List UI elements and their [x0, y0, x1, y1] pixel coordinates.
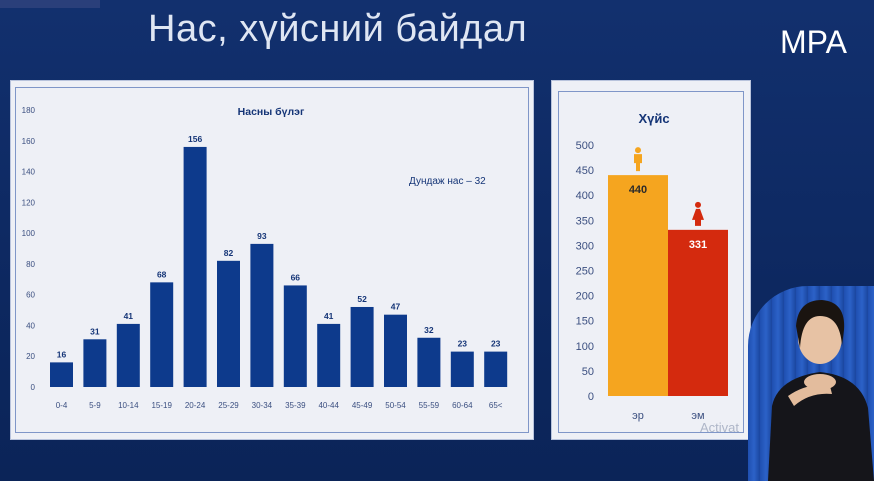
- age-bar-value-label: 32: [424, 325, 434, 335]
- video-top-strip: [0, 0, 100, 8]
- age-x-tick-label: 5-9: [89, 401, 101, 410]
- age-bar-0-4: [50, 362, 73, 387]
- age-x-tick-label: 0-4: [56, 401, 68, 410]
- sex-y-tick-label: 400: [576, 190, 594, 202]
- age-x-tick-label: 30-34: [252, 401, 273, 410]
- sex-chart-panel: Хүйс 0 50 100 150 200 250 300 350 400 450 500 440 эр 3…: [551, 80, 751, 440]
- age-bar-65<: [484, 351, 508, 387]
- age-bar-55-59: [417, 337, 441, 387]
- sex-chart: Хүйс 0 50 100 150 200 250 300 350 400 450 500 440 эр 3…: [576, 111, 728, 422]
- sex-x-tick-label: эр: [632, 410, 644, 422]
- average-age-annotation: Дундаж нас – 32: [409, 176, 486, 187]
- sex-bar-эм: [668, 229, 728, 396]
- age-chart-frame: [15, 87, 529, 433]
- sex-y-tick-label: 0: [588, 391, 594, 403]
- age-bar-30-34: [250, 243, 274, 387]
- slide-title: Нас, хүйсний байдал: [148, 8, 528, 50]
- age-bar-40-44: [317, 323, 341, 387]
- age-x-tick-label: 65<: [489, 401, 503, 410]
- age-bar-value-label: 52: [357, 294, 367, 304]
- age-bar-value-label: 156: [188, 134, 202, 144]
- age-y-tick-label: 80: [26, 260, 35, 269]
- age-y-tick-label: 60: [26, 291, 35, 300]
- age-x-tick-label: 55-59: [419, 401, 440, 410]
- sex-y-tick-label: 200: [576, 291, 594, 303]
- age-y-tick-label: 160: [22, 137, 36, 146]
- sex-bar-value-label: 440: [629, 184, 647, 196]
- age-y-tick-label: 140: [22, 168, 36, 177]
- age-y-tick-label: 0: [31, 383, 36, 392]
- age-bar-5-9: [83, 339, 107, 387]
- age-x-tick-label: 45-49: [352, 401, 373, 410]
- age-bar-35-39: [283, 285, 307, 387]
- age-x-tick-label: 35-39: [285, 401, 306, 410]
- sex-y-tick-label: 250: [576, 266, 594, 278]
- age-y-tick-label: 180: [22, 106, 36, 115]
- age-y-tick-label: 20: [26, 352, 35, 361]
- age-bar-15-19: [150, 282, 174, 387]
- age-bar-value-label: 41: [324, 311, 334, 321]
- age-x-tick-label: 15-19: [151, 401, 172, 410]
- sex-y-tick-label: 450: [576, 165, 594, 177]
- age-bar-value-label: 41: [124, 311, 134, 321]
- sex-x-tick-label: эм: [691, 410, 704, 422]
- age-bar-value-label: 82: [224, 248, 234, 258]
- sex-y-tick-label: 350: [576, 215, 594, 227]
- age-x-tick-label: 40-44: [318, 401, 339, 410]
- sex-y-tick-label: 500: [576, 140, 594, 152]
- sex-bar-value-label: 331: [689, 239, 707, 251]
- age-x-tick-label: 10-14: [118, 401, 139, 410]
- sex-y-tick-label: 300: [576, 240, 594, 252]
- age-y-tick-label: 40: [26, 321, 35, 330]
- age-chart-panel: Насны бүлэг Дундаж нас – 32 0 20 40 60 80 100 12…: [10, 80, 534, 440]
- age-bar-value-label: 68: [157, 269, 167, 279]
- sex-chart-title: Хүйс: [638, 111, 669, 126]
- sex-y-tick-label: 50: [582, 366, 594, 378]
- age-bar-value-label: 23: [491, 339, 501, 349]
- age-x-tick-label: 60-64: [452, 401, 473, 410]
- age-x-tick-label: 50-54: [385, 401, 406, 410]
- age-bar-value-label: 31: [90, 326, 100, 336]
- sex-bar-эр: [608, 175, 668, 396]
- age-bar-value-label: 93: [257, 231, 267, 241]
- age-chart-title: Насны бүлэг: [238, 106, 305, 118]
- age-bar-20-24: [183, 146, 207, 387]
- brand-logo-text: MPA: [780, 24, 847, 60]
- age-bar-50-54: [384, 314, 407, 387]
- age-x-tick-label: 20-24: [185, 401, 206, 410]
- age-bar-25-29: [217, 260, 240, 387]
- sex-y-tick-label: 100: [576, 341, 594, 353]
- age-bar-value-label: 23: [458, 339, 468, 349]
- age-bar-10-14: [116, 323, 140, 387]
- age-bar-value-label: 16: [57, 349, 67, 359]
- age-bar-45-49: [350, 306, 374, 387]
- age-bar-value-label: 47: [391, 302, 401, 312]
- age-y-tick-label: 100: [22, 229, 36, 238]
- male-person-icon: [634, 147, 642, 172]
- interpreter-figure: [768, 300, 874, 481]
- sex-y-tick-label: 150: [576, 316, 594, 328]
- age-bar-60-64: [450, 351, 474, 387]
- age-x-tick-label: 25-29: [218, 401, 239, 410]
- sex-chart-frame: [558, 91, 744, 433]
- female-person-icon: [692, 201, 704, 226]
- watermark-text: Activat: [700, 420, 740, 435]
- age-bar-value-label: 66: [291, 272, 301, 282]
- age-y-tick-label: 120: [22, 198, 36, 207]
- age-group-chart: Насны бүлэг Дундаж нас – 32 0 20 40 60 80 100 12…: [22, 106, 508, 410]
